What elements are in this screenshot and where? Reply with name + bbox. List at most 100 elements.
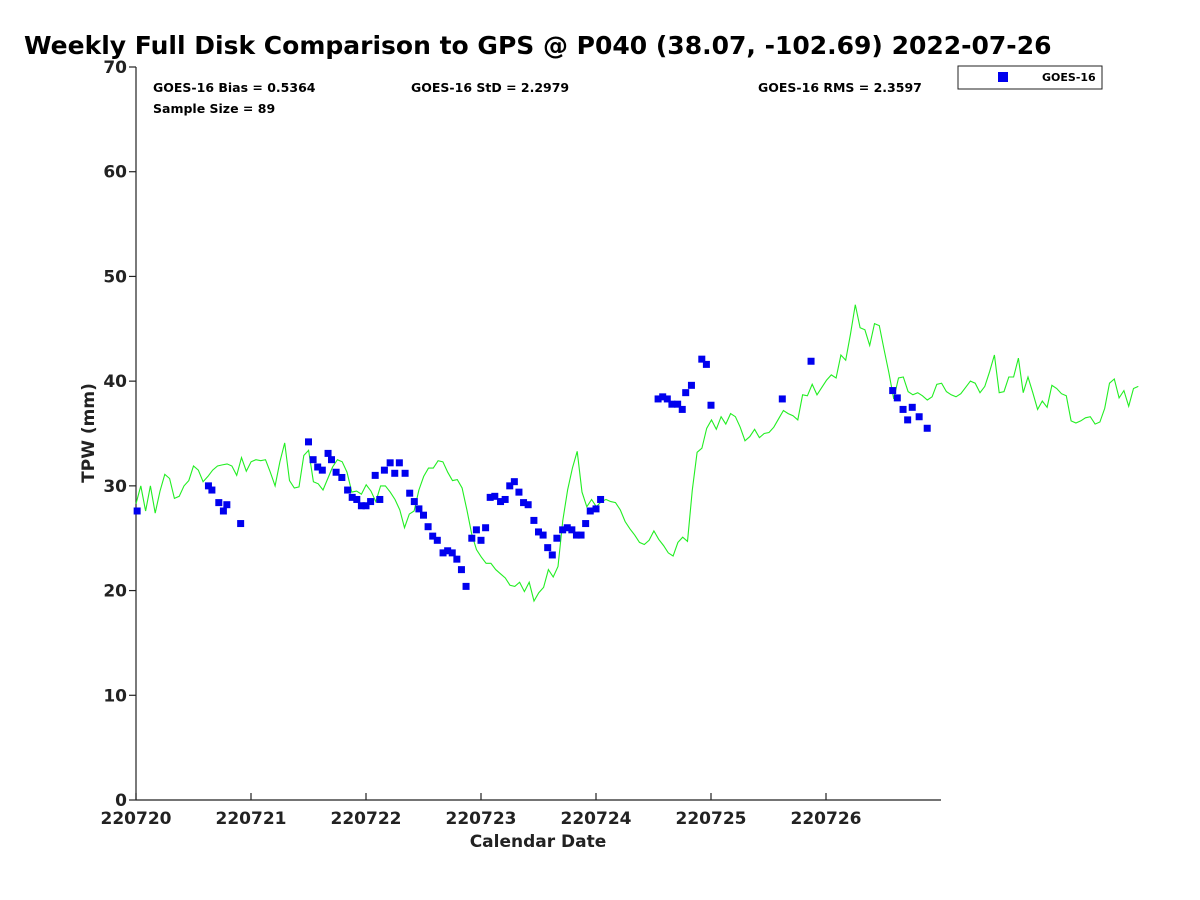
goes-data-point [678, 405, 686, 413]
goes-data-point [577, 531, 585, 539]
goes-data-point [572, 531, 580, 539]
x-tick-label: 220724 [561, 809, 632, 829]
x-tick-label: 220721 [216, 809, 287, 829]
chart-title: Weekly Full Disk Comparison to GPS @ P04… [24, 31, 1051, 60]
goes-data-point [559, 526, 567, 534]
goes-data-point [702, 360, 710, 368]
goes-data-point [429, 532, 437, 540]
goes-data-point [380, 466, 388, 474]
goes-data-point [348, 493, 356, 501]
goes-data-point [314, 463, 322, 471]
goes-data-point [515, 488, 523, 496]
goes-data-point [592, 505, 600, 513]
goes-data-point [698, 355, 706, 363]
goes-data-point [472, 526, 480, 534]
goes-data-point [539, 531, 547, 539]
sample-size-stat: Sample Size = 89 [153, 101, 275, 116]
gps-series-line [135, 304, 1139, 603]
goes-data-point [497, 498, 505, 506]
goes-data-point [477, 536, 485, 544]
plot-frame [135, 67, 941, 801]
goes-data-point [324, 449, 332, 457]
goes-data-point [510, 478, 518, 486]
gps-line-layer [135, 304, 1139, 603]
goes-data-point [544, 544, 552, 552]
goes-data-point [410, 498, 418, 506]
y-tick-label: 50 [103, 267, 127, 287]
goes-data-point [338, 473, 346, 481]
goes-data-point [357, 502, 365, 510]
bias-stat: GOES-16 Bias = 0.5364 [153, 80, 316, 95]
goes-data-point [889, 387, 897, 395]
y-tick-label: 20 [103, 582, 127, 602]
y-ticks: 0 10 20 30 40 50 60 70 [103, 58, 136, 811]
goes-data-point [457, 566, 465, 574]
x-tick-label: 220725 [676, 809, 747, 829]
goes-data-point [893, 394, 901, 402]
goes-data-point [309, 456, 317, 464]
goes-data-point [923, 424, 931, 432]
legend: GOES-16 [957, 65, 1103, 90]
goes-data-point [133, 507, 141, 515]
y-tick-label: 40 [103, 372, 127, 392]
goes-data-point [506, 482, 514, 490]
goes-data-point [406, 489, 414, 497]
goes-data-point [395, 459, 403, 467]
goes-data-point [563, 524, 571, 532]
goes-data-point [908, 403, 916, 411]
y-tick-label: 30 [103, 477, 127, 497]
y-tick-label: 10 [103, 686, 127, 706]
goes-data-point [548, 551, 556, 559]
goes-data-point [344, 486, 352, 494]
goes-data-point [453, 555, 461, 563]
legend-goes-label: GOES-16 [1042, 71, 1096, 84]
y-tick-label: 60 [103, 163, 127, 183]
goes-data-point [448, 549, 456, 557]
goes-data-point [332, 468, 340, 476]
goes-data-point [682, 389, 690, 397]
goes-data-point [328, 456, 335, 464]
legend-box [957, 65, 1103, 90]
x-ticks: 220720 220721 220722 220723 220724 220725 2207… [101, 793, 862, 829]
goes-data-point [520, 499, 528, 507]
goes-data-point [215, 499, 223, 507]
goes-data-point [904, 416, 912, 424]
goes-data-point [597, 495, 605, 503]
goes-data-point [524, 501, 532, 509]
goes-data-point [674, 400, 682, 408]
goes-data-point [318, 466, 326, 474]
goes-data-point [439, 549, 447, 557]
goes-data-point [376, 495, 384, 503]
goes-data-point [401, 469, 409, 477]
goes-data-point [807, 357, 815, 365]
goes-data-point [899, 405, 907, 413]
goes-data-point [353, 495, 361, 503]
goes-data-point [237, 520, 245, 528]
goes-data-point [582, 520, 590, 528]
goes-points-layer [133, 355, 931, 590]
goes-data-point [530, 516, 538, 524]
x-tick-label: 220722 [331, 809, 402, 829]
y-axis-label: TPW (mm) [79, 383, 99, 483]
goes-data-point [486, 493, 494, 501]
goes-data-point [668, 400, 676, 408]
goes-data-point [367, 498, 375, 506]
goes-data-point [444, 547, 452, 555]
goes-data-point [468, 534, 476, 542]
goes-data-point [386, 459, 394, 467]
x-tick-label: 220726 [791, 809, 862, 829]
goes-data-point [568, 526, 576, 534]
goes-data-point [654, 395, 662, 403]
goes-data-point [915, 413, 923, 421]
goes-data-point [553, 534, 561, 542]
goes-data-point [424, 523, 432, 531]
goes-data-point [371, 471, 379, 479]
legend-goes-marker [998, 72, 1008, 82]
goes-data-point [362, 502, 370, 510]
rms-stat: GOES-16 RMS = 2.3597 [758, 80, 922, 95]
goes-data-point [778, 395, 786, 403]
x-tick-label: 220720 [101, 809, 172, 829]
x-tick-label: 220723 [446, 809, 517, 829]
goes-data-point [687, 381, 695, 389]
